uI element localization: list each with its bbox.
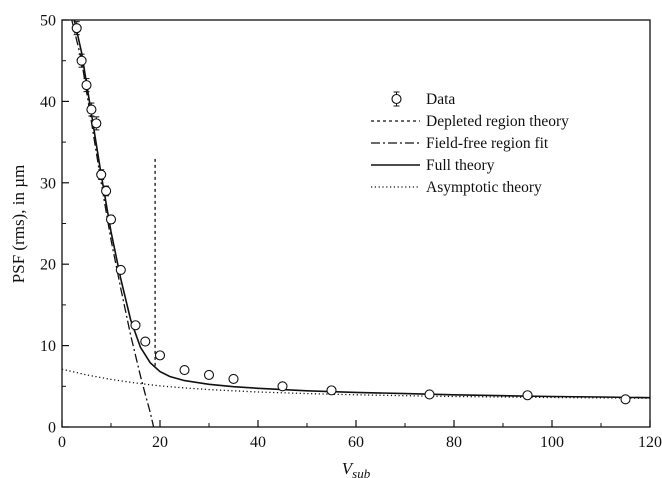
- data-point: [179, 364, 190, 376]
- data-marker: [76, 55, 87, 66]
- data-marker: [91, 118, 102, 129]
- data-point: [86, 102, 97, 117]
- legend-entry: Asymptotic theory: [371, 179, 542, 196]
- legend-marker: [391, 93, 402, 105]
- y-tick-label: 10: [40, 338, 56, 355]
- data-point: [81, 78, 92, 93]
- asymptotic-theory-line: [61, 368, 651, 399]
- data-marker: [130, 320, 141, 331]
- legend-entry: Field-free region fit: [371, 135, 549, 152]
- field-free-region-fit-line: [71, 19, 155, 428]
- plot-frame: [61, 19, 651, 428]
- legend-label: Data: [426, 91, 455, 108]
- data-marker: [96, 169, 107, 180]
- data-marker: [277, 381, 288, 392]
- x-axis-title-subscript: sub: [352, 466, 371, 478]
- x-tick-label: 120: [638, 434, 662, 451]
- y-tick-label: 20: [40, 257, 56, 274]
- data-point: [130, 320, 141, 331]
- data-point: [522, 390, 533, 401]
- axis-ticks: [61, 19, 651, 428]
- data-marker: [228, 373, 239, 385]
- y-tick-label: 40: [40, 94, 56, 111]
- data-point: [154, 350, 166, 361]
- data-marker: [81, 80, 92, 91]
- data-point: [620, 394, 631, 405]
- data-point: [203, 369, 215, 380]
- y-tick-label: 0: [48, 420, 56, 437]
- legend-label: Depleted region theory: [426, 113, 569, 130]
- axis-tick-labels: 0 20 40 60 80 100 120 0 10 20 30 40 50: [40, 13, 662, 452]
- data-point: [105, 214, 117, 225]
- data-marker: [179, 364, 190, 376]
- data-marker: [140, 336, 151, 347]
- data-point: [101, 185, 112, 197]
- data-marker: [203, 369, 215, 380]
- data-point: [71, 21, 82, 36]
- series-layer: [61, 19, 651, 428]
- data-point: [424, 389, 435, 400]
- full-theory-line: [73, 19, 651, 399]
- data-marker: [620, 394, 631, 405]
- y-axis-title: PSF (rms), in µm: [9, 165, 28, 283]
- data-marker: [101, 185, 112, 196]
- data-marker: [154, 350, 166, 361]
- data-point: [76, 53, 87, 68]
- data-marker: [115, 264, 126, 275]
- x-tick-label: 100: [540, 434, 564, 451]
- x-tick-label: 0: [58, 434, 66, 451]
- legend-entry: Depleted region theory: [371, 113, 569, 130]
- x-tick-label: 40: [250, 434, 266, 451]
- y-tick-label: 50: [40, 13, 56, 30]
- data-marker: [424, 389, 435, 400]
- legend: Data Depleted region theory Field-free reg…: [371, 91, 569, 196]
- data-marker: [105, 214, 117, 225]
- legend-entry: Data: [391, 91, 455, 108]
- legend-entry: Full theory: [371, 157, 495, 174]
- data-marker: [71, 23, 82, 34]
- x-tick-label: 60: [348, 434, 364, 451]
- legend-label: Field-free region fit: [426, 135, 549, 152]
- legend-label: Asymptotic theory: [426, 179, 542, 196]
- x-axis-title-main: V: [342, 459, 355, 478]
- data-points-layer: [71, 21, 631, 405]
- data-point: [115, 264, 126, 275]
- data-point: [277, 381, 288, 392]
- data-point: [326, 385, 337, 396]
- x-tick-label: 80: [446, 434, 462, 451]
- data-marker: [326, 385, 337, 396]
- y-tick-label: 30: [40, 175, 56, 192]
- x-tick-label: 20: [152, 434, 168, 451]
- data-point: [140, 336, 151, 347]
- data-point: [96, 169, 107, 181]
- data-point: [228, 373, 239, 385]
- legend-label: Full theory: [426, 157, 495, 174]
- data-marker: [522, 390, 533, 401]
- data-point: [91, 116, 102, 131]
- x-axis-title: Vsub: [342, 459, 371, 478]
- data-marker: [86, 104, 97, 115]
